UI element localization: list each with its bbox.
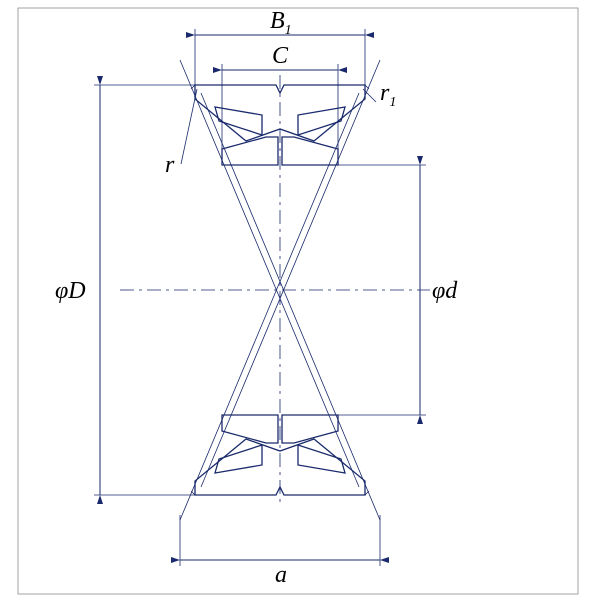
svg-text:a: a [275, 562, 287, 588]
svg-text:B1: B1 [270, 8, 292, 38]
svg-text:r: r [165, 152, 175, 178]
svg-text:φD: φD [55, 278, 86, 304]
svg-text:r1: r1 [380, 80, 396, 110]
svg-text:φd: φd [432, 278, 458, 304]
svg-text:C: C [272, 43, 289, 69]
